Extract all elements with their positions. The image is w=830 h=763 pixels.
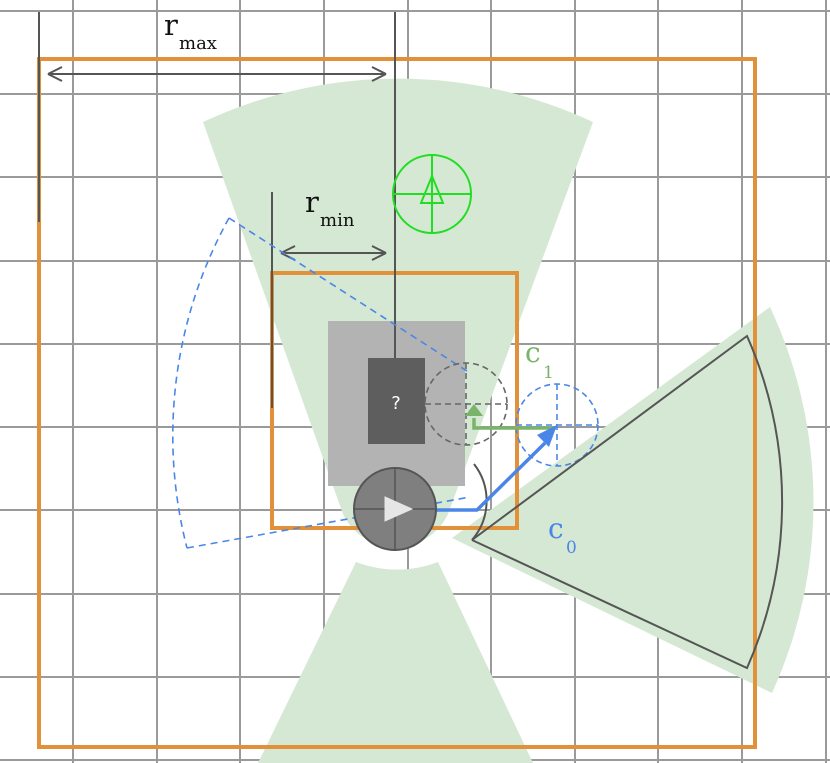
right-sector [452,307,814,693]
bottom-sector [258,562,533,763]
top-sector [203,78,593,548]
robot-icon [353,467,437,551]
c1-label-subscript: 1 [543,363,554,383]
c0-path [434,425,557,512]
unknown-object-label: ? [391,393,401,414]
c1-label: c [525,336,541,369]
c1-arrow [465,404,556,430]
sensor-sectors [203,78,814,763]
previous-sector-outline [172,217,471,549]
unknown-object [368,358,425,444]
outer-boundary-rmax [37,57,757,749]
rmin-label: r [305,185,319,219]
rmin-label-subscript: min [320,210,355,231]
rmax-label: r [164,8,178,42]
dimension-lines [38,12,396,408]
candidate-c1-circle [424,362,508,446]
c0-label: c [548,512,564,545]
target-crosshair-icon [392,154,472,234]
c0-label-subscript: 0 [566,538,577,558]
current-sector-outline [471,334,784,670]
rmax-label-subscript: max [179,33,217,54]
